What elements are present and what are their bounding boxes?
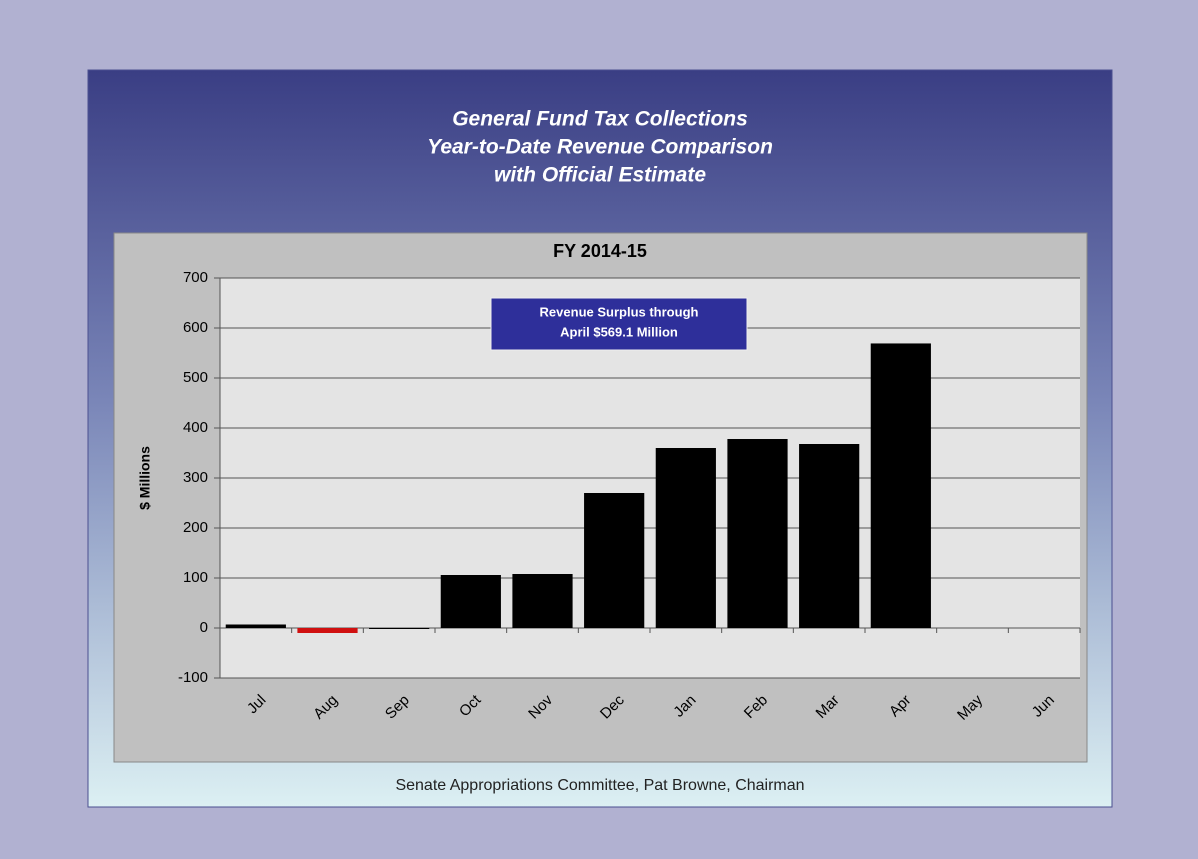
y-tick-label: 500 bbox=[183, 369, 208, 386]
annotation: April $569.1 Million bbox=[560, 324, 678, 339]
y-axis-label: $ Millions bbox=[137, 446, 153, 510]
y-tick-label: 700 bbox=[183, 269, 208, 286]
y-tick-label: 0 bbox=[200, 619, 208, 636]
y-tick-label: 400 bbox=[183, 419, 208, 436]
annotation: Revenue Surplus through bbox=[540, 304, 699, 319]
chart-title: General Fund Tax Collections bbox=[452, 108, 748, 131]
y-tick-label: -100 bbox=[178, 669, 208, 686]
y-tick-label: 600 bbox=[183, 319, 208, 336]
bar bbox=[655, 448, 716, 628]
bar bbox=[369, 628, 430, 629]
bar bbox=[727, 439, 788, 628]
bar bbox=[297, 628, 358, 633]
chart-title: with Official Estimate bbox=[494, 164, 706, 187]
footer: Senate Appropriations Committee, Pat Bro… bbox=[395, 777, 804, 794]
y-tick-label: 200 bbox=[183, 519, 208, 536]
annotation-box bbox=[490, 297, 748, 351]
bar bbox=[440, 575, 501, 628]
chart-subtitle: FY 2014-15 bbox=[553, 241, 647, 261]
bar bbox=[799, 444, 860, 628]
bar bbox=[584, 493, 645, 628]
bar bbox=[870, 343, 931, 628]
chart-title: Year-to-Date Revenue Comparison bbox=[427, 136, 773, 159]
bar bbox=[512, 574, 573, 628]
y-tick-label: 100 bbox=[183, 569, 208, 586]
y-tick-label: 300 bbox=[183, 469, 208, 486]
bar bbox=[225, 624, 286, 628]
